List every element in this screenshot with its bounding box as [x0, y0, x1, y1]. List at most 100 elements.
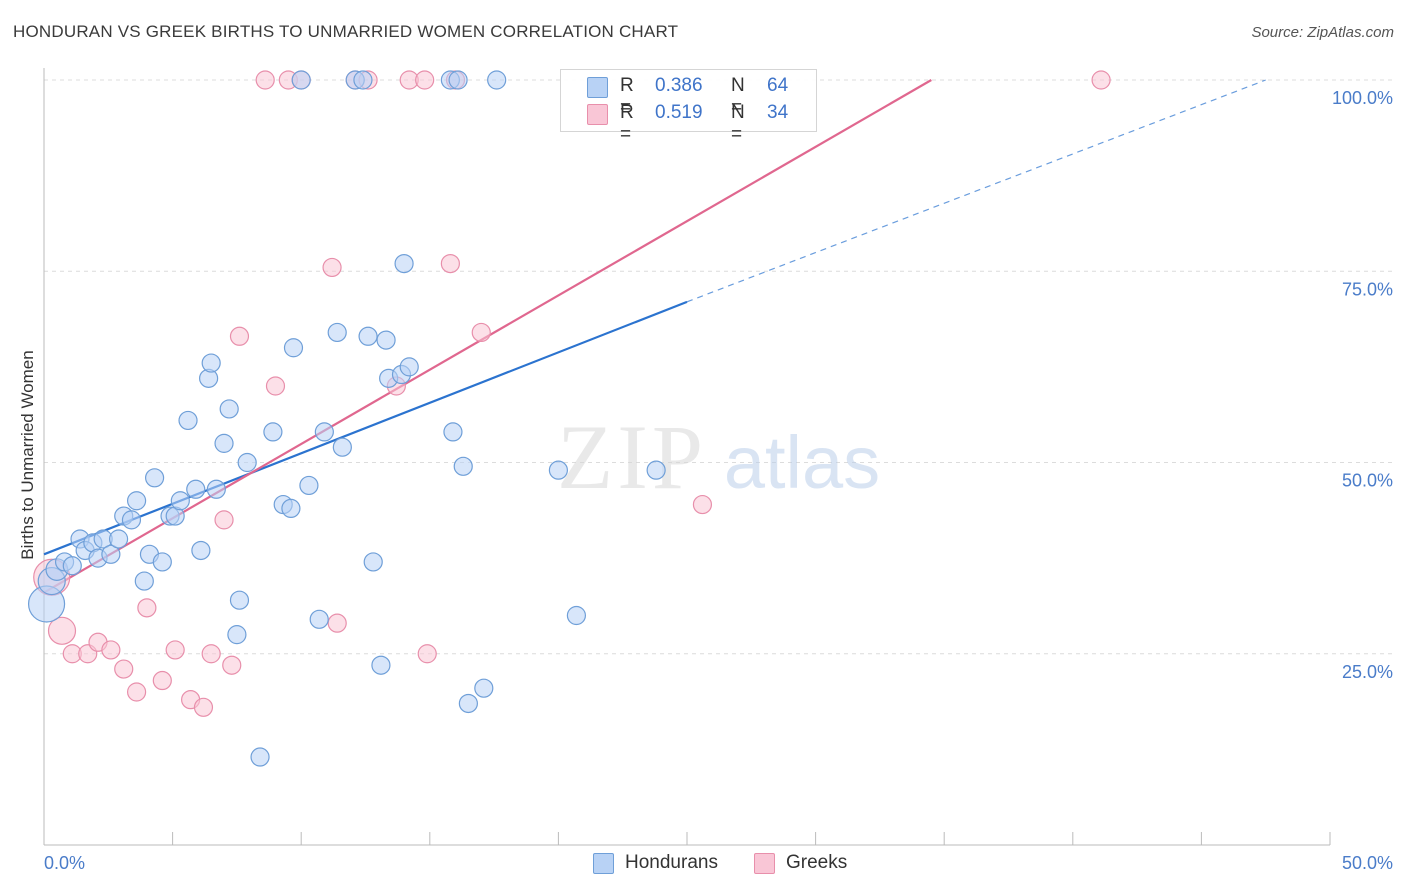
hondurans-point	[353, 70, 373, 90]
greeks-point	[47, 616, 77, 645]
greeks-point	[165, 640, 185, 660]
greeks-point	[126, 682, 147, 702]
hondurans-trend-line	[43, 300, 688, 556]
hondurans-point	[144, 468, 165, 488]
hondurans-swatch	[593, 853, 614, 874]
hondurans-point	[237, 452, 257, 473]
hondurans-point	[448, 70, 468, 90]
hondurans-point	[458, 693, 478, 714]
y-tick-label: 50.0%	[1342, 471, 1393, 491]
hondurans-point	[314, 422, 334, 442]
greeks-point	[265, 376, 286, 396]
hondurans-point	[191, 540, 211, 561]
r-value: 0.519	[655, 102, 703, 123]
grid-lines	[44, 79, 1392, 655]
greeks-point	[222, 655, 242, 675]
hondurans-point	[152, 552, 172, 572]
hondurans-point	[62, 556, 82, 576]
hondurans-point	[487, 70, 507, 90]
hondurans-point	[332, 437, 352, 457]
hondurans-point	[399, 357, 419, 377]
hondurans-point	[170, 491, 190, 511]
hondurans-point	[566, 605, 587, 626]
greeks-point	[692, 494, 713, 515]
hondurans-point	[219, 399, 239, 419]
watermark: ZIP atlas	[557, 406, 880, 508]
greeks-point	[101, 640, 121, 660]
greeks-point	[415, 70, 435, 90]
chart-title: HONDURAN VS GREEK BIRTHS TO UNMARRIED WO…	[13, 22, 679, 41]
hondurans-point	[363, 552, 383, 572]
x-tick-label: 50.0%	[1342, 853, 1393, 873]
greeks-point	[214, 510, 234, 530]
hondurans-point	[371, 655, 391, 675]
greeks-point	[1091, 70, 1111, 90]
hondurans-point	[250, 747, 270, 767]
n-value: 64	[767, 75, 789, 96]
hondurans-point	[358, 326, 378, 346]
hondurans-point	[227, 625, 247, 645]
greeks-point	[193, 697, 214, 717]
hondurans-point	[548, 460, 569, 480]
r-value: 0.386	[655, 75, 703, 96]
greeks-point	[229, 326, 250, 346]
greeks-point	[152, 670, 172, 691]
greeks-swatch	[754, 853, 775, 874]
hondurans-point	[134, 571, 154, 591]
r-label: R =	[620, 102, 634, 145]
y-tick-label: 25.0%	[1342, 662, 1393, 682]
hondurans-point	[646, 460, 666, 480]
hondurans-point	[206, 479, 226, 499]
hondurans-point	[309, 609, 329, 629]
hondurans-point	[101, 544, 121, 564]
hondurans-point	[201, 353, 221, 373]
hondurans-point	[283, 338, 304, 358]
n-label: N =	[731, 75, 745, 118]
greeks-point	[471, 322, 491, 343]
greeks-point	[114, 659, 134, 679]
greeks-point	[322, 257, 342, 278]
hondurans-point	[474, 678, 494, 698]
stats-legend: R = 0.386 N = 64 R = 0.519 N = 34	[560, 69, 817, 145]
greeks-point	[201, 644, 221, 664]
tick-labels: 25.0% 50.0% 75.0% 100.0% 0.0% 50.0%	[44, 88, 1393, 873]
hondurans-point	[291, 70, 311, 90]
legend-label: Greeks	[786, 852, 848, 873]
hondurans-points	[27, 70, 666, 767]
n-value: 34	[767, 102, 789, 123]
hondurans-point	[443, 422, 463, 442]
hondurans-point	[327, 322, 347, 343]
greeks-swatch	[587, 104, 608, 125]
hondurans-point	[186, 479, 206, 499]
hondurans-point	[178, 410, 198, 431]
hondurans-trend-extension	[686, 79, 1266, 303]
hondurans-point	[126, 491, 147, 511]
greeks-point	[137, 598, 157, 618]
greeks-point	[327, 613, 347, 633]
y-tick-label: 100.0%	[1332, 88, 1393, 108]
hondurans-point	[453, 456, 473, 476]
hondurans-point	[108, 529, 129, 549]
hondurans-swatch	[587, 77, 608, 98]
hondurans-point	[394, 254, 414, 274]
hondurans-point	[299, 475, 319, 496]
svg-text:ZIP: ZIP	[557, 406, 707, 508]
x-tick-label: 0.0%	[44, 853, 85, 873]
hondurans-point	[121, 510, 142, 530]
hondurans-point	[263, 422, 283, 442]
hondurans-point	[376, 330, 396, 350]
svg-text:atlas: atlas	[724, 421, 880, 504]
hondurans-point	[229, 590, 250, 610]
hondurans-point	[214, 433, 234, 453]
r-label: R =	[620, 75, 634, 118]
n-label: N =	[731, 102, 745, 145]
source-label: Source: ZipAtlas.com	[1251, 24, 1394, 41]
axes	[43, 68, 1331, 846]
y-tick-label: 75.0%	[1342, 279, 1393, 299]
greeks-point	[440, 254, 460, 274]
hondurans-point	[281, 498, 301, 518]
greeks-point	[417, 644, 437, 664]
legend-label: Hondurans	[625, 852, 718, 873]
greeks-point	[255, 70, 275, 90]
